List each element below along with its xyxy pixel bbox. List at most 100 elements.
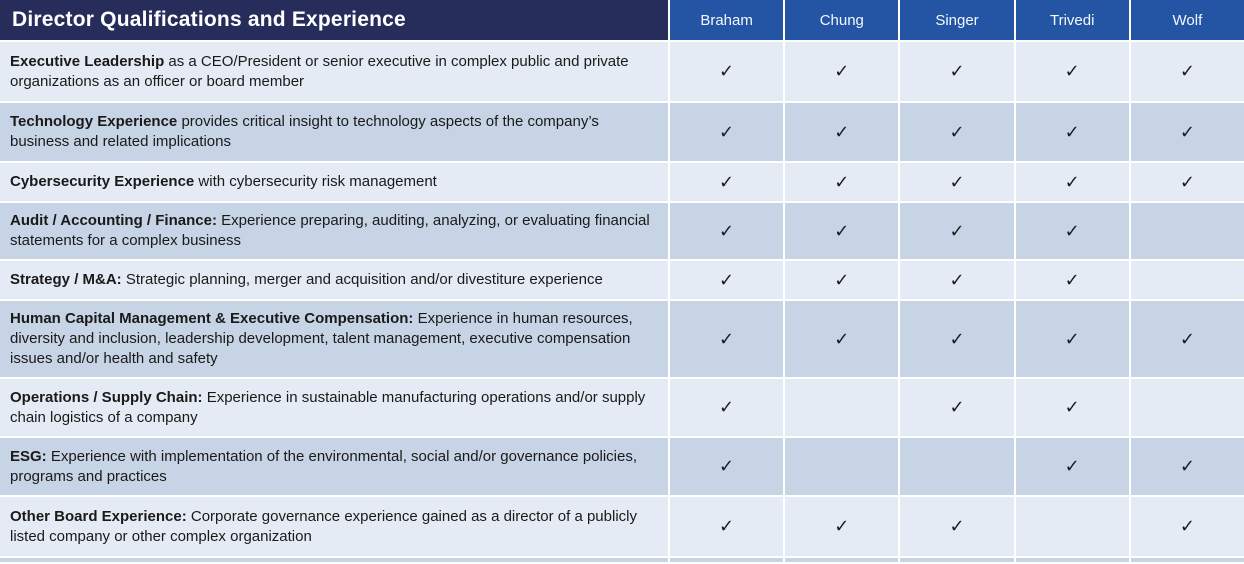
check-mark: ✓ — [949, 328, 965, 349]
qualification-title: Human Capital Management & Executive Com… — [10, 310, 414, 328]
check-mark: ✓ — [834, 61, 850, 81]
table-header-row: Director Qualifications and Experience B… — [0, 0, 1244, 40]
check-mark: ✓ — [1179, 121, 1195, 142]
qualification-text: Audit / Accounting / Finance: Experience… — [0, 203, 668, 259]
check-cell: ✓ — [1130, 103, 1244, 161]
check-cell: ✓ — [785, 261, 899, 299]
check-mark: ✓ — [1179, 171, 1195, 192]
director-name: Wolf — [1172, 11, 1203, 29]
qualification-text: Operations / Supply Chain: Experience in… — [0, 379, 668, 436]
qualification-description: Experience in human resources, diversity… — [10, 310, 633, 367]
check-cell: ✓ — [670, 497, 784, 556]
check-cell — [900, 438, 1014, 495]
check-cell — [1130, 203, 1244, 259]
qualification-title: Other Board Experience: — [10, 507, 187, 525]
qualification-title: Operations / Supply Chain: — [10, 388, 203, 406]
check-mark: ✓ — [949, 220, 965, 241]
check-cell: ✓ — [785, 163, 899, 201]
check-cell: ✓ — [900, 497, 1014, 556]
director-name: Singer — [935, 11, 979, 29]
check-cell: ✓ — [1130, 42, 1244, 101]
check-mark: ✓ — [834, 121, 850, 142]
check-mark: ✓ — [719, 456, 735, 476]
column-header-chung: Chung — [785, 0, 899, 40]
check-cell: ✓ — [1015, 42, 1129, 101]
check-mark: ✓ — [834, 328, 850, 349]
qualification-description: Strategic planning, merger and acquisiti… — [121, 271, 603, 289]
qualification-description: Experience in sustainable manufacturing … — [10, 388, 646, 426]
check-cell: ✓ — [1015, 379, 1129, 436]
check-mark: ✓ — [719, 328, 735, 349]
check-mark: ✓ — [719, 61, 735, 81]
qualification-description: as a CEO/President or senior executive i… — [10, 52, 629, 90]
qualification-text: Strategy / M&A: Strategic planning, merg… — [0, 261, 668, 299]
check-cell: ✓ — [670, 379, 784, 436]
check-cell: ✓ — [1015, 103, 1129, 161]
check-cell: ✓ — [1130, 497, 1244, 556]
check-cell: ✓ — [670, 163, 784, 201]
check-cell: ✓ — [670, 301, 784, 377]
qualification-title: Executive Leadership — [10, 52, 165, 70]
check-mark: ✓ — [719, 516, 735, 536]
check-mark: ✓ — [834, 171, 850, 192]
check-mark: ✓ — [1064, 121, 1080, 142]
check-cell: ✓ — [900, 163, 1014, 201]
qualification-title: Technology Experience — [10, 113, 178, 131]
check-mark: ✓ — [719, 269, 735, 290]
check-mark: ✓ — [949, 171, 965, 192]
check-cell — [1015, 497, 1129, 556]
check-mark: ✓ — [1179, 456, 1195, 476]
check-cell — [1130, 261, 1244, 299]
check-cell: ✓ — [900, 379, 1014, 436]
column-header-wolf: Wolf — [1130, 0, 1244, 40]
check-cell: ✓ — [1130, 301, 1244, 377]
qualification-text: ESG: Experience with implementation of t… — [0, 438, 668, 495]
check-cell: ✓ — [670, 42, 784, 101]
check-mark: ✓ — [719, 121, 735, 142]
check-cell: ✓ — [670, 438, 784, 495]
check-cell: ✓ — [900, 42, 1014, 101]
check-mark: ✓ — [1064, 456, 1080, 476]
qualification-row-cybersecurity-experience: Cybersecurity Experience with cybersecur… — [0, 163, 1244, 201]
table-title-text: Director Qualifications and Experience — [12, 8, 406, 31]
qualification-row-audit-accounting-finance: Audit / Accounting / Finance: Experience… — [0, 203, 1244, 259]
qualification-title: Strategy / M&A: — [10, 271, 122, 289]
check-mark: ✓ — [949, 269, 965, 290]
check-cell: ✓ — [670, 203, 784, 259]
check-mark: ✓ — [719, 220, 735, 241]
qualification-title: Cybersecurity Experience — [10, 173, 195, 191]
check-cell: ✓ — [1015, 438, 1129, 495]
qualification-text: Human Capital Management & Executive Com… — [0, 301, 668, 377]
qualification-title: ESG: — [10, 447, 47, 465]
check-cell: ✓ — [785, 301, 899, 377]
check-cell: ✓ — [670, 261, 784, 299]
table-title: Director Qualifications and Experience — [0, 0, 668, 40]
director-name: Chung — [819, 11, 864, 29]
check-cell: ✓ — [1130, 438, 1244, 495]
check-mark: ✓ — [1064, 220, 1080, 241]
check-cell: ✓ — [900, 261, 1014, 299]
check-mark: ✓ — [719, 397, 735, 417]
check-mark: ✓ — [1179, 516, 1195, 536]
check-mark: ✓ — [1179, 61, 1195, 81]
qualification-text: Executive Leadership as a CEO/President … — [0, 42, 668, 101]
check-mark: ✓ — [949, 121, 965, 142]
column-header-singer: Singer — [900, 0, 1014, 40]
check-mark: ✓ — [834, 220, 850, 241]
qualification-text: Other Board Experience: Corporate govern… — [0, 497, 668, 556]
qualification-row-human-capital-management: Human Capital Management & Executive Com… — [0, 301, 1244, 377]
cropped-row-sliver — [0, 558, 1244, 562]
check-cell: ✓ — [1015, 163, 1129, 201]
check-cell — [785, 379, 899, 436]
qualification-row-other-board-experience: Other Board Experience: Corporate govern… — [0, 497, 1244, 556]
check-cell: ✓ — [1015, 301, 1129, 377]
check-cell — [1130, 379, 1244, 436]
check-cell: ✓ — [785, 42, 899, 101]
check-mark: ✓ — [949, 397, 965, 417]
qualification-row-operations-supply-chain: Operations / Supply Chain: Experience in… — [0, 379, 1244, 436]
check-cell: ✓ — [900, 203, 1014, 259]
check-cell: ✓ — [785, 103, 899, 161]
director-name: Trivedi — [1049, 11, 1095, 29]
check-cell: ✓ — [1015, 203, 1129, 259]
qualification-text: Cybersecurity Experience with cybersecur… — [0, 163, 668, 201]
